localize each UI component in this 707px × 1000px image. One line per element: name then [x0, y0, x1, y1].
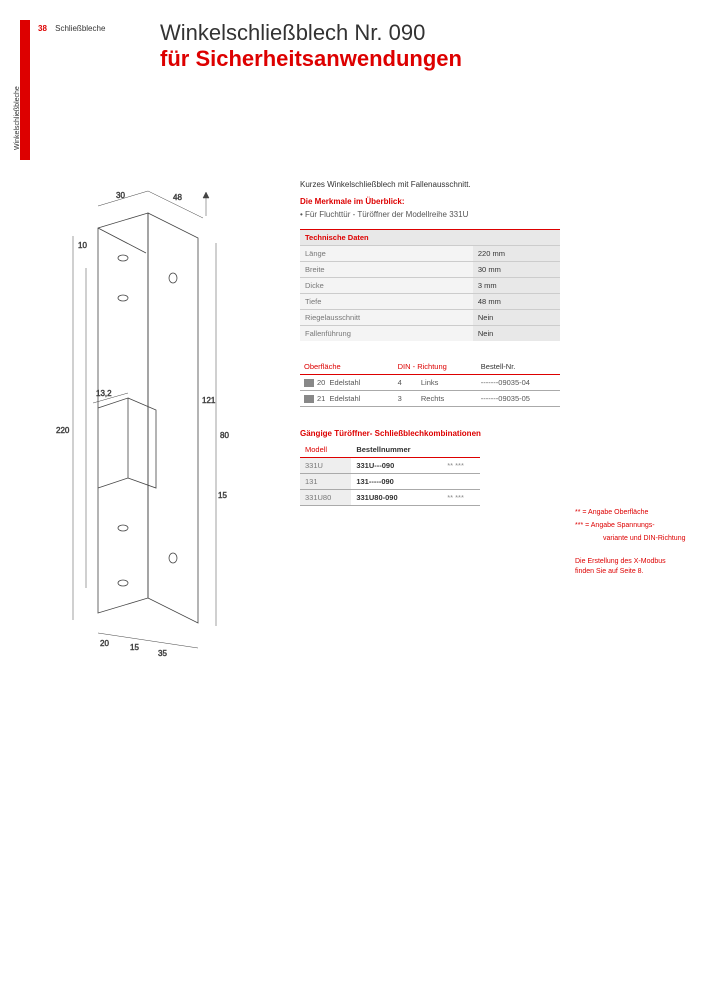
features-heading: Die Merkmale im Überblick: — [300, 197, 560, 206]
legend-block: ** = Angabe Oberfläche *** = Angabe Span… — [575, 508, 690, 577]
swatch-icon — [304, 395, 314, 403]
content-column: Kurzes Winkelschließblech mit Fallenauss… — [300, 180, 560, 506]
swatch-icon — [304, 379, 314, 387]
table-row: 21 Edelstahl 3 Rechts -------09035-05 — [300, 391, 560, 407]
combo-hd-model: Modell — [300, 442, 351, 458]
svg-text:10: 10 — [78, 241, 87, 250]
side-tab — [20, 20, 30, 160]
intro-text: Kurzes Winkelschließblech mit Fallenauss… — [300, 180, 560, 189]
title-line1: Winkelschließblech Nr. 090 — [160, 20, 462, 46]
legend-note: finden Sie auf Seite 8. — [575, 567, 690, 577]
table-row: 20 Edelstahl 4 Links -------09035-04 — [300, 375, 560, 391]
spec-table: Technische Daten Länge220 mm Breite30 mm… — [300, 229, 560, 341]
spec-header: Technische Daten — [300, 230, 473, 246]
page-number: 38 — [38, 24, 47, 33]
combo-table: Modell Bestellnummer 331U331U---090** **… — [300, 442, 480, 506]
side-tab-label: Winkelschließbleche — [14, 86, 21, 150]
svg-text:13,2: 13,2 — [96, 389, 112, 398]
svg-text:15: 15 — [218, 491, 227, 500]
title-line2: für Sicherheitsanwendungen — [160, 46, 462, 72]
table-row: FallenführungNein — [300, 326, 560, 342]
svg-text:48: 48 — [173, 193, 182, 202]
table-row: Dicke3 mm — [300, 278, 560, 294]
table-row: 331U80331U80-090** *** — [300, 490, 480, 506]
legend-line: *** = Angabe Spannungs- — [575, 521, 690, 531]
svg-text:15: 15 — [130, 643, 139, 652]
legend-line: variante und DIN-Richtung — [575, 534, 690, 544]
svg-text:80: 80 — [220, 431, 229, 440]
table-row: Tiefe48 mm — [300, 294, 560, 310]
table-row: 331U331U---090** *** — [300, 458, 480, 474]
svg-text:121: 121 — [202, 396, 216, 405]
technical-drawing: 30 48 220 150 80 121 13,2 10 15 20 15 35 — [38, 188, 268, 658]
svg-text:30: 30 — [116, 191, 125, 200]
table-row: RiegelausschnittNein — [300, 310, 560, 326]
legend-note: Die Erstellung des X-Modbus — [575, 557, 690, 567]
table-row: Länge220 mm — [300, 246, 560, 262]
page-category: Schließbleche — [55, 24, 105, 33]
svg-text:20: 20 — [100, 639, 109, 648]
combo-heading: Gängige Türöffner- Schließblechkombinati… — [300, 429, 560, 438]
combo-hd-order: Bestellnummer — [351, 442, 442, 458]
svg-text:220: 220 — [56, 426, 70, 435]
order-hd: Bestell-Nr. — [477, 359, 560, 375]
table-row: 131131-----090 — [300, 474, 480, 490]
page-header: 38 Schließbleche — [38, 24, 105, 33]
table-row: Breite30 mm — [300, 262, 560, 278]
legend-line: ** = Angabe Oberfläche — [575, 508, 690, 518]
svg-text:35: 35 — [158, 649, 167, 658]
din-hd: DIN - Richtung — [394, 359, 477, 375]
surface-table: Oberfläche DIN - Richtung Bestell-Nr. 20… — [300, 359, 560, 407]
title-block: Winkelschließblech Nr. 090 für Sicherhei… — [160, 20, 462, 72]
feature-bullet: • Für Fluchttür - Türöffner der Modellre… — [300, 210, 560, 219]
surf-hd: Oberfläche — [300, 359, 394, 375]
